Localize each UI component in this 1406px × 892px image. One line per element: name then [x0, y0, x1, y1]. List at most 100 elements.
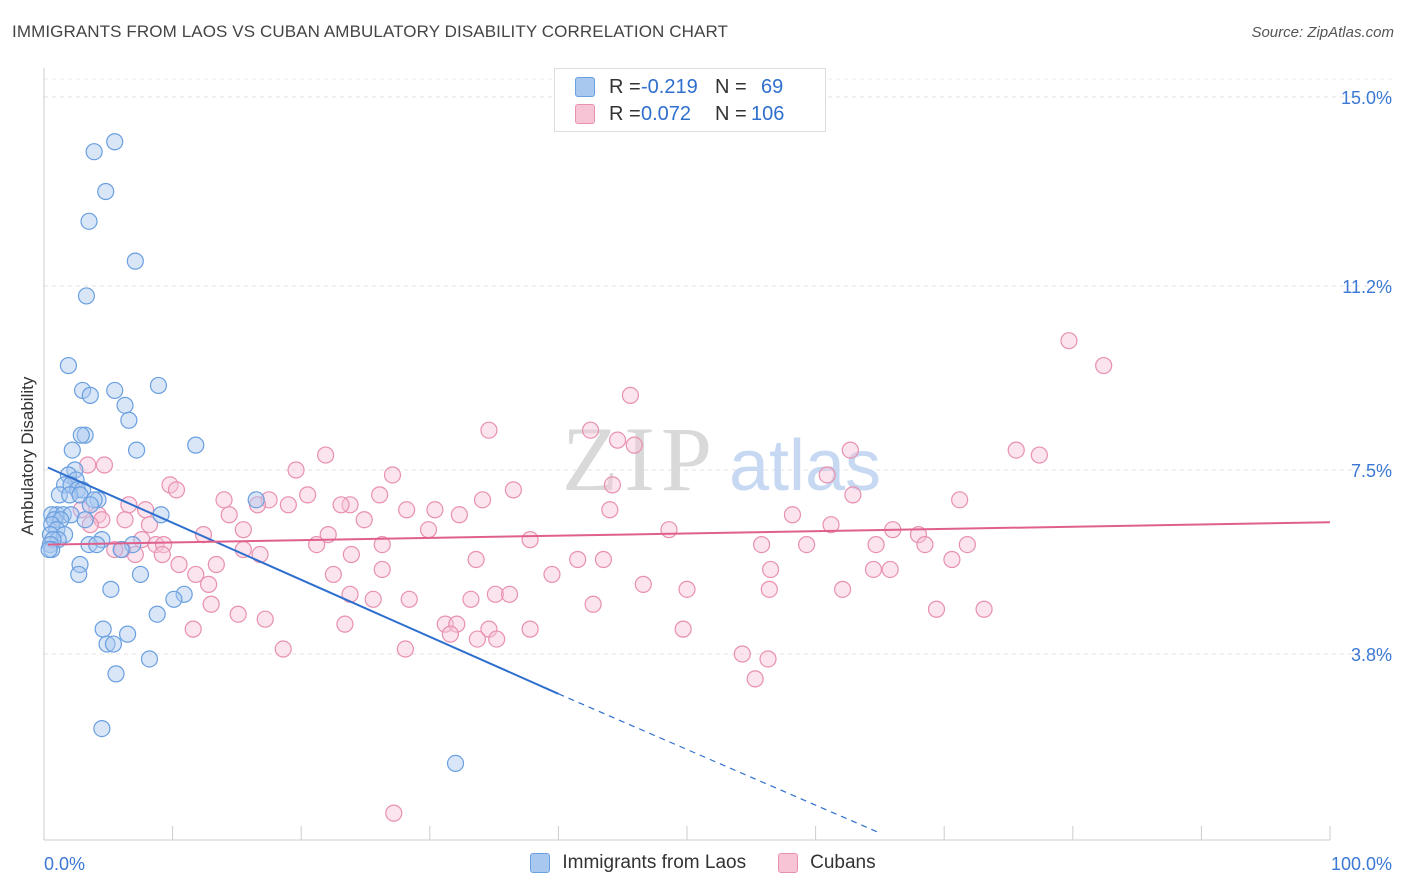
- data-point: [336, 615, 354, 633]
- data-point: [126, 252, 144, 270]
- legend-swatch-cubans: [575, 104, 595, 124]
- data-point: [864, 560, 883, 579]
- data-point: [621, 386, 640, 404]
- data-point: [909, 526, 928, 544]
- legend-n-value: 106: [751, 102, 785, 125]
- data-point: [202, 595, 220, 613]
- data-point: [373, 560, 391, 579]
- data-point: [79, 456, 97, 474]
- data-point: [674, 620, 692, 638]
- data-point: [581, 421, 600, 439]
- data-point: [752, 535, 771, 554]
- data-point: [215, 491, 233, 509]
- data-point: [834, 580, 852, 598]
- legend-item-cubans[interactable]: Cubans: [778, 852, 876, 874]
- data-point: [385, 804, 403, 822]
- data-point: [247, 491, 265, 509]
- data-point: [184, 620, 202, 638]
- data-point: [521, 531, 539, 549]
- data-point: [187, 565, 205, 584]
- data-point: [1007, 441, 1025, 459]
- data-point: [342, 545, 360, 564]
- series-legend: Immigrants from Laos Cubans: [0, 852, 1406, 874]
- data-point: [916, 535, 934, 554]
- data-point: [601, 501, 619, 519]
- data-point: [187, 436, 205, 454]
- data-point: [200, 575, 218, 593]
- data-point: [521, 620, 539, 638]
- series-cubans: [72, 332, 1113, 822]
- data-point: [112, 540, 130, 559]
- data-point: [127, 441, 146, 459]
- data-point: [881, 560, 899, 579]
- data-point: [81, 516, 99, 534]
- data-point: [504, 481, 522, 499]
- data-point: [608, 431, 627, 449]
- data-point: [94, 620, 112, 638]
- legend-row-cubans: R = 0.072 N = 106: [575, 101, 784, 127]
- data-point: [149, 376, 168, 395]
- trend-lines: [47, 466, 1331, 834]
- trend-line-cubans: [47, 521, 1331, 546]
- data-point: [140, 516, 159, 534]
- data-point: [116, 396, 134, 414]
- data-point: [355, 511, 373, 529]
- data-point: [175, 585, 193, 603]
- data-point: [324, 565, 342, 584]
- legend-item-laos[interactable]: Immigrants from Laos: [530, 852, 746, 874]
- data-point: [678, 580, 696, 598]
- data-point: [341, 496, 359, 514]
- data-point: [746, 670, 764, 688]
- axes: [43, 68, 1331, 841]
- data-point: [419, 521, 438, 539]
- data-point: [841, 441, 859, 459]
- data-point: [396, 640, 414, 658]
- data-point: [93, 719, 111, 738]
- data-point: [106, 381, 124, 400]
- data-point: [107, 665, 125, 683]
- legend-n-label: N =: [715, 75, 747, 98]
- data-point: [59, 356, 78, 375]
- y-axis-label: Ambulatory Disability: [18, 376, 37, 536]
- trend-line-laos: [47, 466, 559, 695]
- data-point: [383, 466, 402, 484]
- data-point: [106, 540, 124, 559]
- data-point: [95, 456, 114, 474]
- data-point: [140, 650, 159, 668]
- legend-r-value: 0.072: [641, 102, 692, 125]
- data-point: [104, 635, 123, 653]
- data-point: [371, 486, 389, 504]
- data-point: [287, 461, 305, 479]
- data-point: [759, 650, 777, 668]
- data-point: [118, 625, 137, 643]
- chart-title: IMMIGRANTS FROM LAOS VS CUBAN AMBULATORY…: [12, 22, 729, 41]
- data-point: [603, 476, 622, 494]
- data-point: [63, 441, 81, 459]
- data-point: [441, 625, 459, 643]
- grid-lines: [44, 78, 1392, 655]
- data-point: [72, 501, 90, 519]
- data-point: [167, 481, 186, 499]
- data-point: [761, 560, 780, 579]
- data-point: [584, 595, 602, 613]
- data-point: [234, 521, 252, 539]
- data-point: [81, 386, 99, 404]
- data-point: [450, 506, 468, 524]
- data-point: [317, 446, 335, 464]
- data-point: [783, 506, 802, 524]
- data-point: [256, 610, 274, 628]
- data-point: [153, 545, 171, 564]
- data-point: [488, 630, 506, 648]
- data-point: [660, 521, 678, 539]
- data-point: [220, 506, 238, 524]
- data-point: [625, 436, 643, 454]
- watermark: ZIP atlas: [562, 408, 881, 510]
- data-point: [594, 550, 613, 569]
- legend-row-laos: R = -0.219 N = 69: [575, 74, 783, 100]
- data-point: [426, 501, 444, 519]
- data-point: [170, 555, 188, 574]
- data-point: [76, 426, 94, 444]
- data-point: [120, 411, 138, 429]
- legend-label-laos: Immigrants from Laos: [562, 852, 747, 873]
- data-point: [85, 143, 103, 161]
